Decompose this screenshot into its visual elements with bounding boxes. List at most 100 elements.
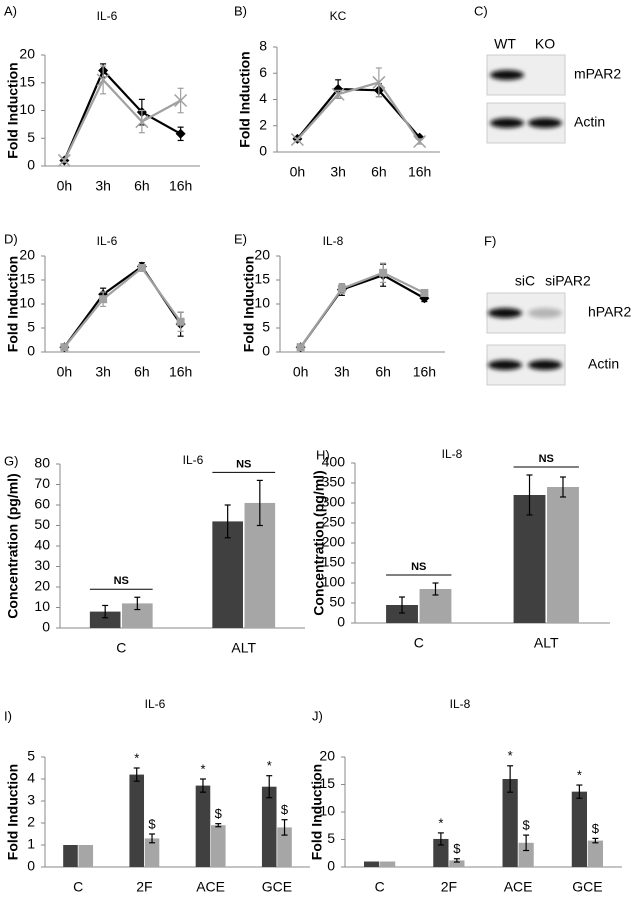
bar [571, 791, 587, 867]
line [63, 265, 182, 348]
y-tick-label: 10 [34, 598, 50, 614]
x-tick-label: ALT [534, 635, 559, 651]
annotation: NS [539, 453, 554, 465]
y-axis-title: Fold Induction [5, 62, 21, 158]
y-tick-label: 0 [27, 157, 35, 173]
x-tick-label: 6h [134, 364, 150, 380]
lane-label: KO [535, 36, 555, 52]
significance-label: * [267, 758, 272, 773]
marker [414, 132, 425, 143]
x-tick-label: 3h [330, 164, 346, 180]
y-tick-label: 2 [259, 116, 267, 132]
bar [433, 838, 449, 867]
x-tick-label: C [375, 879, 385, 895]
blot-band [488, 360, 522, 370]
significance-label: $ [453, 841, 461, 856]
panel-letter: E) [234, 231, 247, 246]
chart-title: IL-8 [442, 447, 463, 461]
error-bar [432, 582, 439, 596]
panel-letter: B) [234, 3, 247, 18]
y-axis-title: Fold Induction [309, 764, 325, 860]
bar [364, 861, 380, 867]
y-tick-label: 350 [322, 474, 346, 490]
significance-label: * [200, 761, 205, 776]
significance-label: * [508, 748, 513, 763]
y-tick-label: 10 [319, 803, 335, 819]
y-tick-label: 15 [319, 775, 335, 791]
y-tick-label: 2 [27, 814, 35, 830]
x-tick-label: 16h [408, 164, 431, 180]
error-bar [199, 778, 206, 793]
error-bar [149, 833, 156, 844]
lane-label: siPAR2 [545, 273, 591, 289]
error-bar [523, 834, 530, 852]
y-tick-label: 15 [254, 271, 270, 287]
chart-title: IL-6 [97, 9, 118, 23]
bar [261, 786, 277, 867]
blot-band [528, 360, 562, 370]
y-tick-label: 50 [34, 516, 50, 532]
error-bar [592, 837, 599, 844]
y-tick-label: 0 [337, 614, 345, 630]
bar [63, 845, 78, 867]
bar [78, 845, 94, 867]
significance-label: $ [281, 802, 289, 817]
error-bar [256, 479, 263, 527]
annotation: NS [411, 561, 426, 573]
line [296, 87, 421, 140]
y-tick-label: 0 [262, 343, 270, 359]
panel-letter: C) [474, 3, 488, 18]
line [299, 271, 425, 348]
chart-title: IL-6 [97, 234, 118, 248]
annotation: NS [114, 575, 129, 587]
x-tick-label: GCE [572, 879, 602, 895]
y-tick-label: 400 [322, 454, 346, 470]
error-bar [133, 767, 140, 782]
band-label: hPAR2 [588, 304, 632, 320]
band-label: mPAR2 [574, 66, 621, 82]
error-bar [526, 474, 533, 516]
bar [195, 785, 211, 867]
marker [420, 288, 429, 297]
blot-band [528, 118, 562, 128]
error-bar [453, 858, 460, 863]
y-tick-label: 5 [27, 748, 35, 764]
bar [129, 774, 145, 867]
marker [176, 317, 185, 326]
x-tick-label: 6h [134, 178, 150, 194]
bar [144, 838, 160, 867]
line [63, 68, 182, 161]
y-tick-label: 300 [322, 494, 346, 510]
error-bar [224, 504, 231, 539]
significance-label: $ [523, 818, 531, 833]
y-tick-label: 10 [254, 295, 270, 311]
y-tick-label: 5 [327, 830, 335, 846]
band-label: Actin [588, 356, 619, 372]
y-tick-label: 5 [27, 319, 35, 335]
y-tick-label: 80 [34, 455, 50, 471]
x-tick-label: 2F [136, 879, 152, 895]
marker [60, 343, 69, 352]
lane-label: WT [494, 36, 516, 52]
y-tick-label: 8 [259, 38, 267, 54]
marker [413, 134, 427, 149]
marker [99, 295, 108, 304]
marker [135, 115, 149, 129]
bar [449, 860, 465, 867]
bar [502, 779, 518, 867]
bar [277, 827, 292, 867]
y-tick-label: 5 [27, 129, 35, 145]
error-bar [266, 775, 273, 799]
significance-label: * [438, 815, 443, 830]
significance-label: * [577, 767, 582, 782]
chart-title: IL-8 [450, 697, 471, 711]
blot-band [490, 118, 524, 128]
y-tick-label: 50 [329, 594, 345, 610]
y-tick-label: 150 [322, 554, 346, 570]
y-tick-label: 0 [327, 858, 335, 874]
x-tick-label: 6h [375, 364, 391, 380]
panel-letter: J) [312, 708, 323, 723]
significance-label: $ [148, 816, 156, 831]
panel-letter: F) [484, 233, 496, 248]
